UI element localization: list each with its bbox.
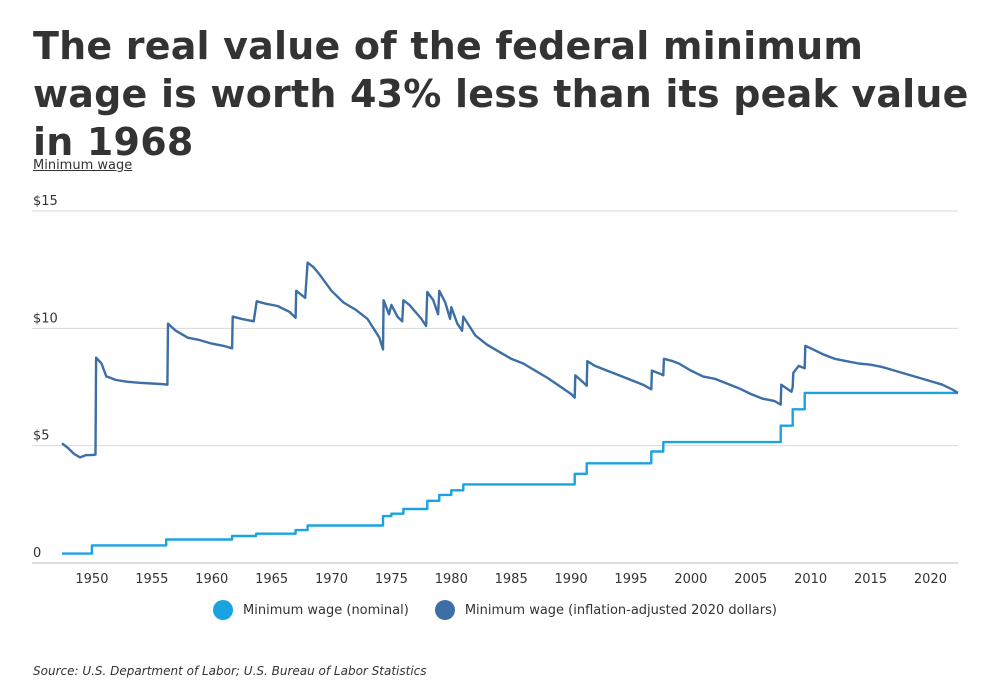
legend: Minimum wage (nominal) Minimum wage (inf… bbox=[0, 600, 990, 620]
source-note: Source: U.S. Department of Labor; U.S. B… bbox=[33, 664, 427, 678]
x-tick-label-1950: 1950 bbox=[75, 572, 108, 587]
x-tick-label-1975: 1975 bbox=[375, 572, 408, 587]
y-tick-label-15: $15 bbox=[33, 194, 58, 209]
legend-swatch-nominal bbox=[213, 600, 234, 620]
x-tick-label-1990: 1990 bbox=[555, 572, 588, 587]
legend-item-inflation-adjusted: Minimum wage (inflation-adjusted 2020 do… bbox=[434, 600, 777, 620]
legend-swatch-inflation-adjusted bbox=[434, 600, 455, 620]
legend-label-nominal: Minimum wage (nominal) bbox=[243, 602, 409, 618]
x-tick-label-2015: 2015 bbox=[854, 572, 887, 587]
series-line-nominal bbox=[62, 391, 958, 555]
y-tick-label-5: $5 bbox=[33, 429, 50, 444]
chart-title: The real value of the federal minimum wa… bbox=[33, 24, 969, 164]
x-tick-label-2020: 2020 bbox=[914, 572, 947, 587]
series-line-inflation-adjusted bbox=[61, 261, 959, 459]
y-axis-label: Minimum wage bbox=[33, 158, 133, 173]
x-tick-label-1980: 1980 bbox=[435, 572, 468, 587]
x-tick-label-1995: 1995 bbox=[614, 572, 647, 587]
x-tick-label-1965: 1965 bbox=[255, 572, 288, 587]
y-tick-label-10: $10 bbox=[33, 311, 58, 326]
legend-label-inflation-adjusted: Minimum wage (inflation-adjusted 2020 do… bbox=[464, 602, 777, 618]
x-tick-label-2000: 2000 bbox=[674, 572, 707, 587]
line-chart: 0 $5 $10 $15 1950 1955 1960 1965 1970 1975 1980 198… bbox=[32, 194, 959, 587]
legend-item-nominal: Minimum wage (nominal) bbox=[213, 600, 409, 620]
x-tick-label-2010: 2010 bbox=[794, 572, 827, 587]
y-tick-label-0: 0 bbox=[33, 546, 41, 561]
x-tick-label-1955: 1955 bbox=[135, 572, 168, 587]
x-tick-label-1970: 1970 bbox=[315, 572, 348, 587]
x-tick-label-1960: 1960 bbox=[195, 572, 228, 587]
x-tick-label-1985: 1985 bbox=[495, 572, 528, 587]
x-tick-label-2005: 2005 bbox=[734, 572, 767, 587]
